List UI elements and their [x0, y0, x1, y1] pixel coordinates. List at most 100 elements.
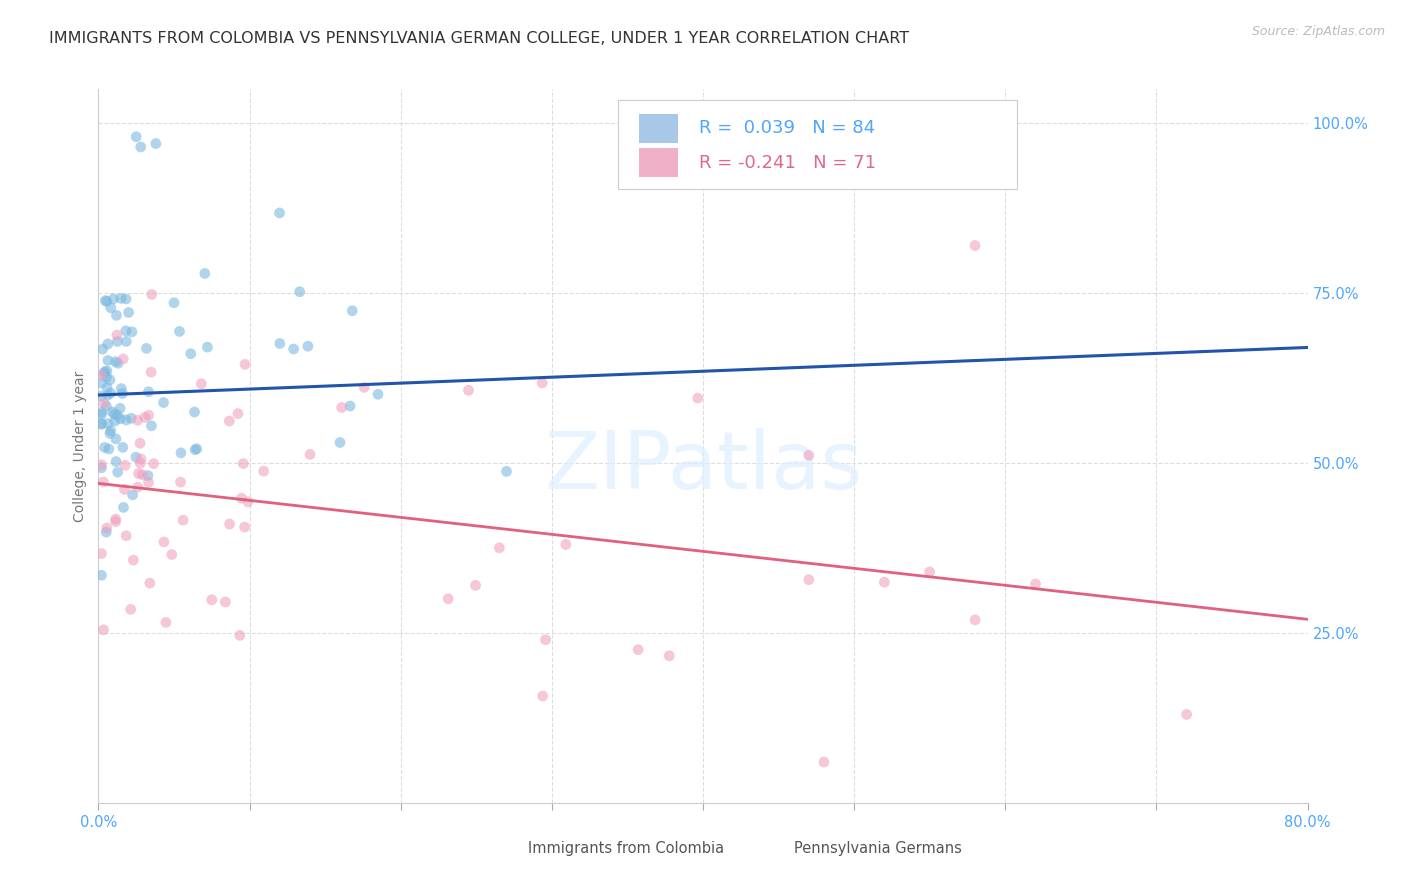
Point	[100, 301, 122, 315]
Point	[90, 389, 112, 403]
Point	[98, 426, 121, 441]
Point	[342, 303, 364, 318]
Point	[138, 475, 160, 490]
Point	[141, 418, 163, 433]
Text: R = -0.241   N = 71: R = -0.241 N = 71	[699, 154, 876, 172]
Point	[554, 537, 576, 551]
Point	[104, 432, 127, 446]
Point	[236, 495, 259, 509]
Point	[96, 521, 118, 535]
Text: IMMIGRANTS FROM COLOMBIA VS PENNSYLVANIA GERMAN COLLEGE, UNDER 1 YEAR CORRELATIO: IMMIGRANTS FROM COLOMBIA VS PENNSYLVANIA…	[49, 31, 910, 46]
Point	[110, 291, 132, 305]
Point	[139, 365, 162, 379]
Point	[112, 351, 135, 366]
Point	[98, 373, 121, 387]
Point	[233, 357, 256, 371]
Point	[169, 325, 191, 339]
Point	[121, 488, 143, 502]
Text: ZIPatlas: ZIPatlas	[544, 428, 862, 507]
Point	[201, 592, 224, 607]
Point	[104, 354, 127, 368]
Point	[115, 413, 138, 427]
Point	[153, 535, 176, 549]
Point	[112, 500, 135, 515]
Point	[90, 408, 112, 422]
Point	[534, 632, 557, 647]
Point	[437, 591, 460, 606]
Point	[97, 388, 120, 402]
Point	[918, 565, 941, 579]
Point	[90, 458, 112, 472]
Point	[495, 465, 517, 479]
Point	[965, 238, 987, 252]
Point	[94, 293, 117, 308]
Point	[104, 512, 127, 526]
FancyBboxPatch shape	[638, 148, 678, 177]
Point	[90, 376, 112, 390]
Point	[183, 405, 205, 419]
Point	[531, 689, 554, 703]
Point	[138, 384, 160, 399]
Point	[464, 578, 486, 592]
Point	[269, 336, 291, 351]
Point	[145, 136, 167, 151]
Point	[90, 460, 112, 475]
Point	[813, 755, 835, 769]
Point	[104, 414, 127, 428]
Point	[627, 642, 650, 657]
Point	[163, 295, 186, 310]
Point	[186, 442, 208, 456]
Point	[90, 568, 112, 582]
Point	[111, 386, 134, 401]
Point	[180, 347, 202, 361]
Point	[108, 401, 131, 416]
Point	[965, 613, 987, 627]
Text: R =  0.039   N = 84: R = 0.039 N = 84	[699, 120, 876, 137]
Point	[127, 480, 149, 494]
Point	[120, 602, 142, 616]
Point	[329, 435, 352, 450]
Point	[120, 411, 142, 425]
Point	[1175, 707, 1198, 722]
Point	[97, 442, 120, 456]
Point	[90, 368, 112, 383]
Point	[103, 292, 125, 306]
Point	[101, 405, 124, 419]
Point	[107, 465, 129, 479]
Point	[127, 413, 149, 427]
Point	[135, 342, 157, 356]
Point	[100, 386, 122, 401]
Point	[134, 410, 156, 425]
Point	[488, 541, 510, 555]
Point	[457, 384, 479, 398]
Point	[103, 407, 125, 421]
Point	[190, 376, 212, 391]
Point	[131, 467, 153, 482]
Point	[110, 382, 132, 396]
Point	[93, 396, 115, 410]
Point	[105, 309, 128, 323]
FancyBboxPatch shape	[498, 840, 522, 858]
Point	[93, 441, 115, 455]
Point	[531, 376, 554, 390]
Point	[105, 328, 128, 343]
FancyBboxPatch shape	[619, 100, 1018, 189]
Point	[218, 414, 240, 428]
Point	[96, 370, 118, 384]
Point	[139, 576, 162, 591]
Point	[184, 442, 207, 457]
Point	[93, 623, 115, 637]
Point	[112, 483, 135, 497]
Point	[114, 324, 136, 338]
Point	[115, 334, 138, 349]
Point	[97, 417, 120, 431]
Point	[194, 267, 217, 281]
Point	[118, 305, 141, 319]
FancyBboxPatch shape	[763, 840, 787, 858]
Point	[97, 337, 120, 351]
Point	[96, 381, 118, 395]
Point	[367, 387, 389, 401]
Point	[231, 491, 253, 506]
Point	[797, 448, 820, 462]
Point	[97, 353, 120, 368]
